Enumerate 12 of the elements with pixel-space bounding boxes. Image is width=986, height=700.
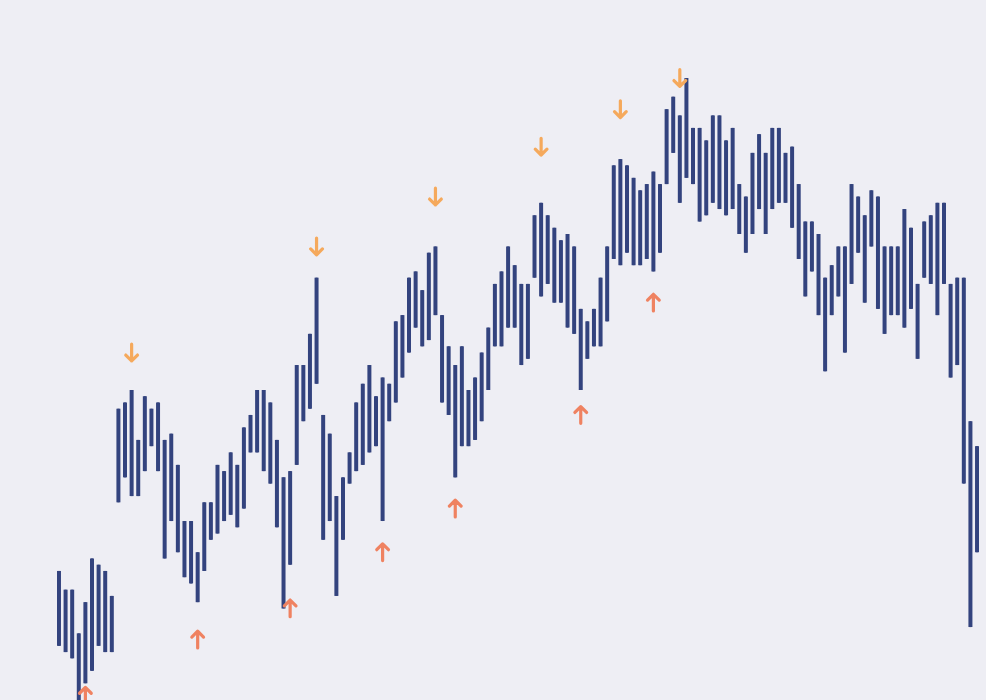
point [282, 598, 298, 619]
point [375, 542, 391, 563]
point [427, 186, 443, 207]
point [645, 292, 661, 313]
point [672, 68, 688, 88]
point [533, 136, 549, 157]
point [612, 99, 628, 120]
point [124, 342, 140, 363]
point [447, 498, 463, 519]
point [190, 629, 206, 650]
point [573, 404, 589, 425]
point [309, 236, 325, 257]
